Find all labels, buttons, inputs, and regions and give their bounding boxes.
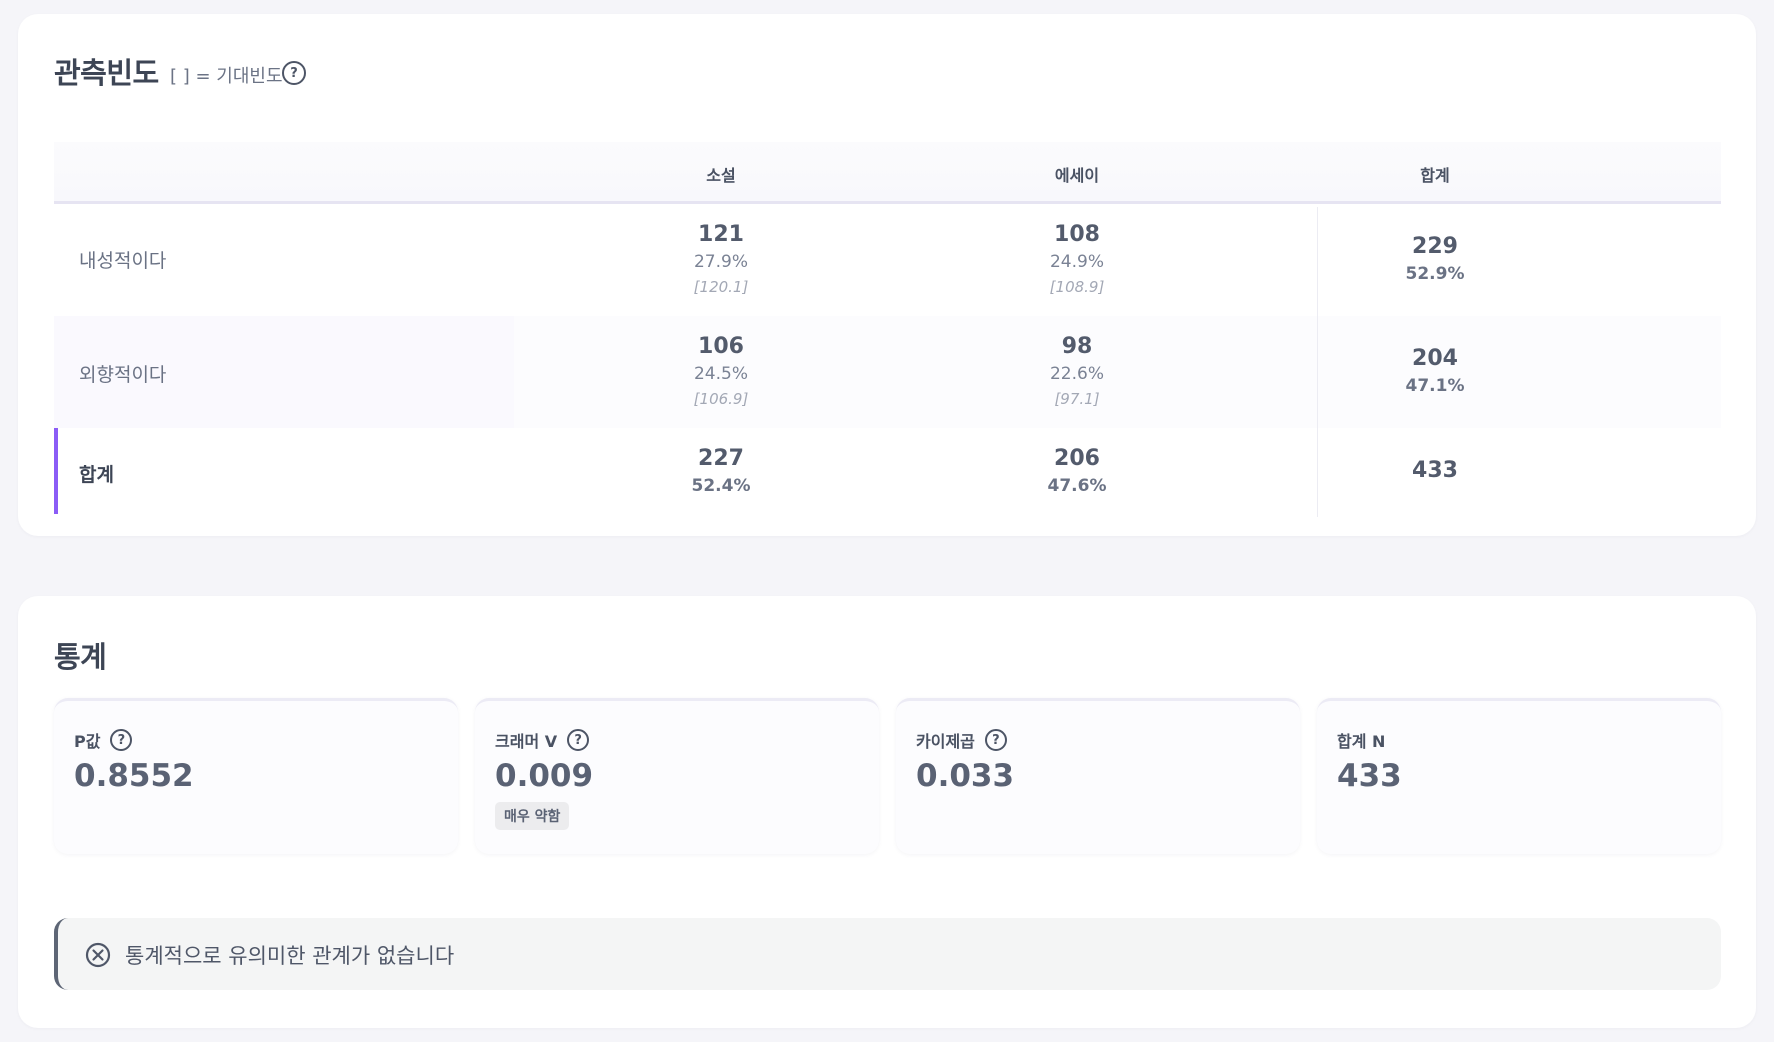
p-value-card: P값 ? 0.8552 — [54, 698, 458, 854]
help-icon[interactable]: ? — [110, 729, 133, 751]
stat-label-row: 합계 N — [1337, 728, 1385, 752]
stat-label: 카이제곱 — [916, 732, 975, 751]
help-icon[interactable]: ? — [567, 729, 590, 751]
table-cell: 108 24.9% [108.9] — [977, 222, 1177, 298]
cell-percent: 52.9% — [1405, 264, 1465, 284]
section-title: 관측빈도 — [54, 56, 159, 90]
column-header: 합계 — [1420, 166, 1450, 185]
grand-total-cell: 433 — [1335, 458, 1535, 484]
stat-label: 크래머 V — [495, 732, 558, 751]
cramers-v-card: 크래머 V ? 0.009 매우 약함 — [475, 698, 879, 854]
cell-count: 206 — [1054, 446, 1100, 471]
row-label: 합계 — [79, 464, 114, 486]
row-label: 외향적이다 — [79, 364, 167, 386]
stat-label-row: 카이제곱 ? — [916, 728, 1007, 752]
row-highlight — [54, 316, 514, 428]
cell-count: 121 — [698, 222, 744, 247]
significance-result-banner: 통계적으로 유의미한 관계가 없습니다 — [54, 918, 1721, 990]
chi-square-card: 카이제곱 ? 0.033 — [896, 698, 1300, 854]
help-icon[interactable]: ? — [282, 61, 306, 85]
totals-row: 합계 227 52.4% 206 47.6% 433 — [54, 428, 1721, 514]
stat-label-row: 크래머 V ? — [495, 728, 590, 752]
column-header: 소설 — [706, 166, 736, 185]
row-highlight — [514, 316, 1721, 428]
column-total-cell: 227 52.4% — [621, 446, 821, 500]
cell-count: 108 — [1054, 222, 1100, 247]
expected-frequency-legend: [ ] = 기대빈도 — [170, 66, 283, 87]
table-cell: 106 24.5% [106.9] — [621, 334, 821, 410]
stat-value: 433 — [1337, 758, 1402, 794]
cell-expected: [97.1] — [1054, 390, 1100, 408]
x-circle-icon — [85, 942, 111, 968]
column-total-cell: 206 47.6% — [977, 446, 1177, 500]
stat-label: P값 — [74, 732, 101, 751]
row-total-cell: 229 52.9% — [1335, 234, 1535, 288]
cell-expected: [120.1] — [693, 278, 749, 296]
cell-percent: 24.5% — [693, 364, 748, 384]
stat-value: 0.8552 — [74, 758, 194, 794]
table-row: 내성적이다 121 27.9% [120.1] 108 24.9% [108.9… — [54, 204, 1721, 316]
table-cell: 98 22.6% [97.1] — [977, 334, 1177, 410]
cell-expected: [106.9] — [693, 390, 749, 408]
cell-percent: 22.6% — [1049, 364, 1104, 384]
stat-value: 0.033 — [916, 758, 1015, 794]
cell-count: 98 — [1061, 334, 1093, 359]
column-header: 에세이 — [1054, 166, 1100, 185]
strength-badge: 매우 약함 — [495, 802, 570, 830]
cell-percent: 24.9% — [1049, 252, 1104, 272]
totals-accent-bar — [54, 428, 58, 514]
cell-count: 433 — [1412, 458, 1458, 483]
cell-percent: 52.4% — [691, 476, 751, 496]
help-icon[interactable]: ? — [984, 729, 1007, 751]
row-total-cell: 204 47.1% — [1335, 346, 1535, 400]
cell-count: 106 — [698, 334, 744, 359]
cell-count: 229 — [1412, 234, 1458, 259]
table-row: 외향적이다 106 24.5% [106.9] 98 22.6% [97.1] … — [54, 316, 1721, 428]
stat-label-row: P값 ? — [74, 728, 133, 752]
table-header: 소설 에세이 합계 — [54, 142, 1721, 204]
cell-expected: [108.9] — [1049, 278, 1105, 296]
total-column-divider — [1317, 207, 1318, 517]
stat-value: 0.009 — [495, 758, 594, 794]
table-cell: 121 27.9% [120.1] — [621, 222, 821, 298]
cell-count: 204 — [1412, 346, 1458, 371]
statistics-card: 통계 P값 ? 0.8552 크래머 V ? 0.009 매우 약함 카이제곱 … — [18, 596, 1756, 1028]
row-label: 내성적이다 — [79, 250, 167, 272]
total-n-card: 합계 N 433 — [1317, 698, 1721, 854]
observed-frequency-card: 관측빈도 [ ] = 기대빈도 ? 소설 에세이 합계 내성적이다 121 27… — [18, 14, 1756, 536]
cell-percent: 47.6% — [1047, 476, 1107, 496]
cell-percent: 47.1% — [1405, 376, 1465, 396]
cell-count: 227 — [698, 446, 744, 471]
stat-label: 합계 N — [1337, 732, 1386, 751]
section-title: 통계 — [54, 640, 107, 674]
cell-percent: 27.9% — [693, 252, 748, 272]
crosstab-table: 소설 에세이 합계 내성적이다 121 27.9% [120.1] 108 24… — [54, 142, 1721, 517]
result-text: 통계적으로 유의미한 관계가 없습니다 — [125, 944, 455, 968]
